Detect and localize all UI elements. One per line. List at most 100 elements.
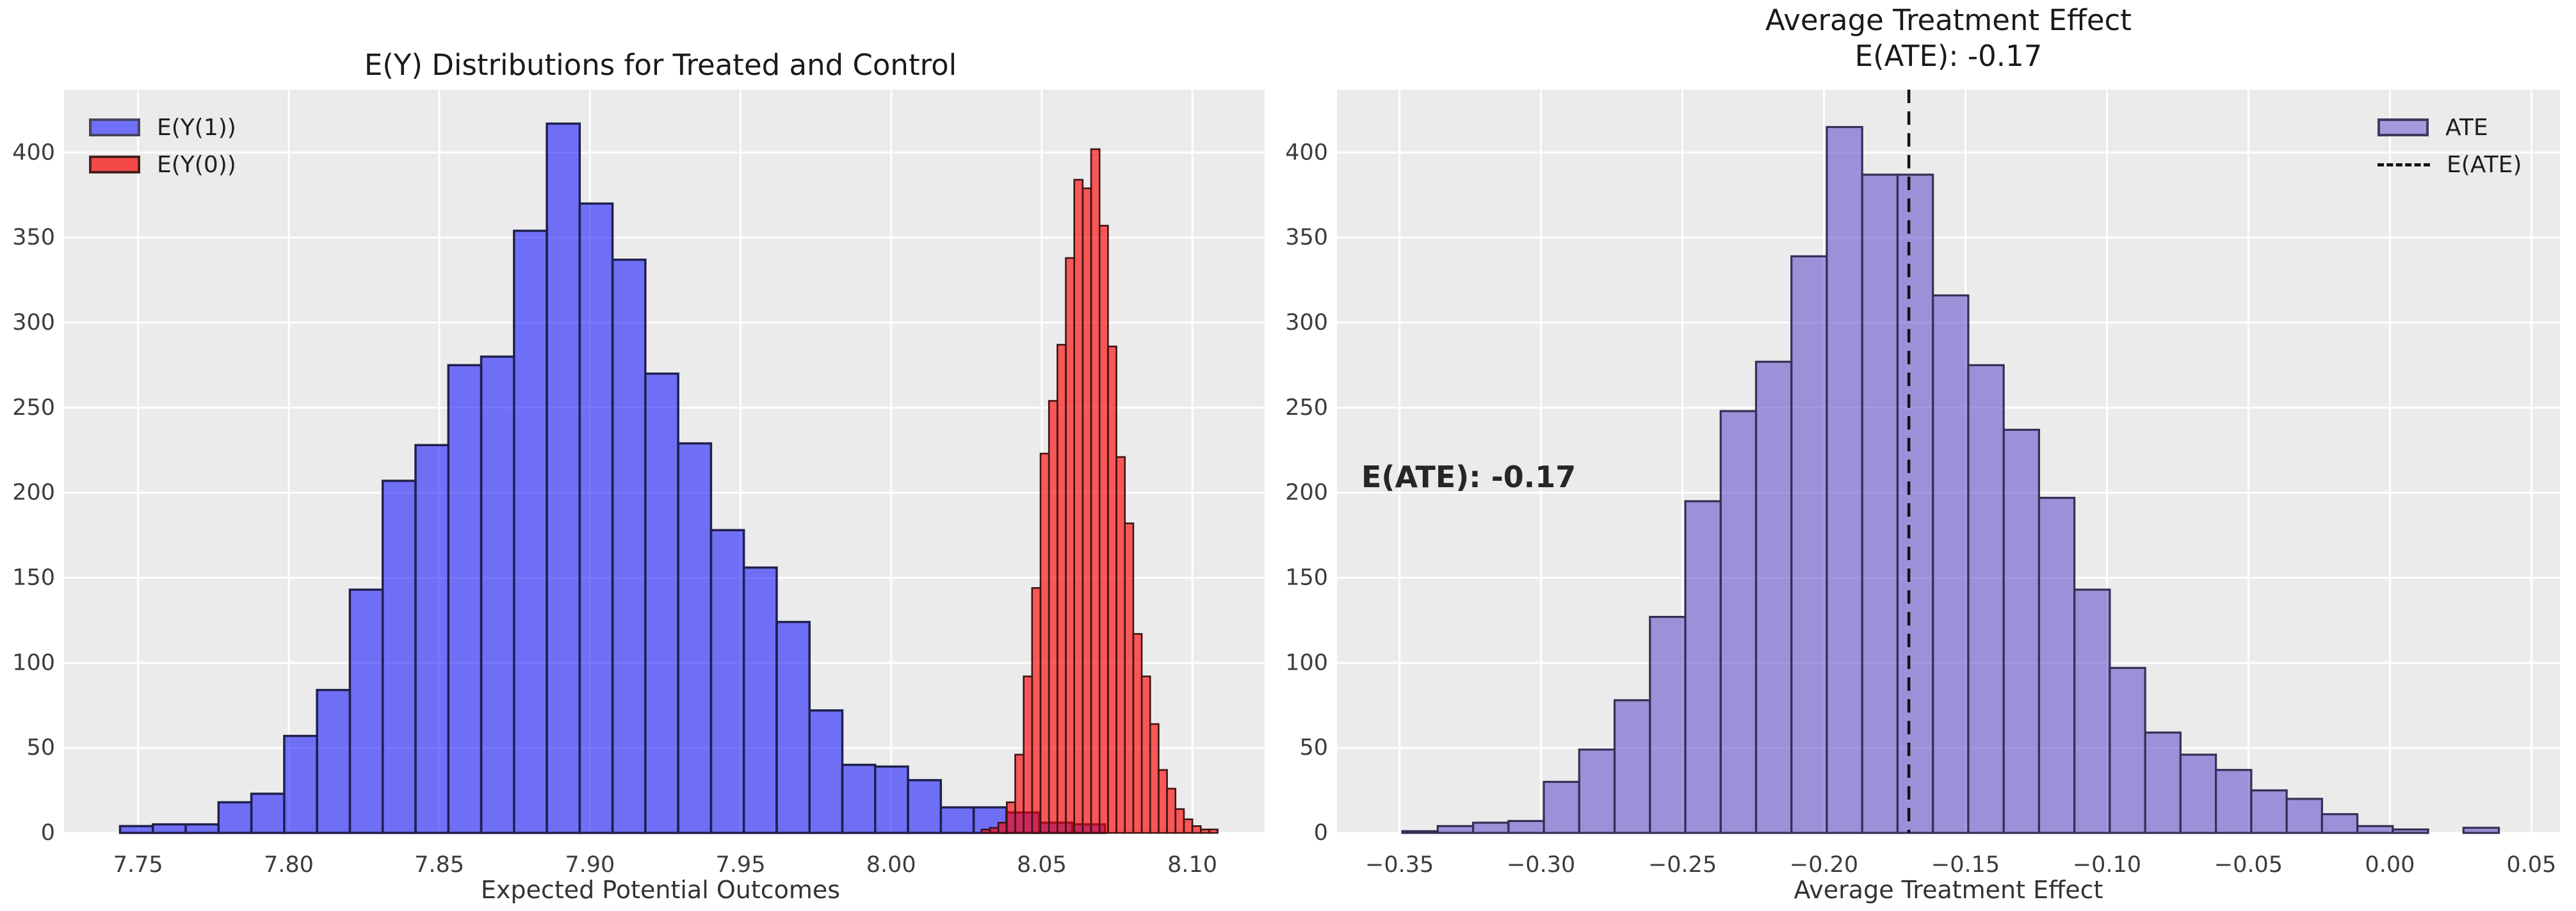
histogram-bar <box>1613 699 1651 834</box>
histogram-bar <box>2073 588 2111 834</box>
histogram-bar <box>2037 497 2076 834</box>
histogram-bar <box>447 364 483 834</box>
histogram-bar <box>2002 428 2041 834</box>
histogram-bar <box>2392 828 2429 834</box>
y-tick-label: 100 <box>1285 650 1328 675</box>
right-chart-title-line1: Average Treatment Effect <box>1765 3 2132 37</box>
histogram-series <box>980 148 1219 834</box>
histogram-bar <box>2321 813 2359 834</box>
x-tick-label: 7.80 <box>264 852 314 878</box>
x-tick-label: 8.05 <box>1017 852 1067 878</box>
histogram-bar <box>907 778 943 834</box>
legend-item-eate: E(ATE) <box>2378 151 2522 178</box>
histogram-bar <box>1507 819 1545 834</box>
y-tick-label: 150 <box>12 565 55 590</box>
y-tick-label: 50 <box>1299 735 1328 761</box>
histogram-bar <box>2285 798 2323 834</box>
legend-label-ate: ATE <box>2445 114 2488 141</box>
x-tick-label: 0.05 <box>2506 852 2556 878</box>
ey0-swatch-icon <box>89 156 140 173</box>
x-tick-label: 7.75 <box>113 852 163 878</box>
y-tick-label: 250 <box>12 395 55 421</box>
x-tick-label: −0.05 <box>2214 852 2283 878</box>
x-tick-label: 7.90 <box>565 852 615 878</box>
histogram-bar <box>1790 255 1828 834</box>
histogram-bar <box>381 480 417 834</box>
right-chart-title: Average Treatment Effect E(ATE): -0.17 <box>1337 3 2560 75</box>
x-tick-label: −0.25 <box>1648 852 1717 878</box>
y-tick-label: 250 <box>1285 395 1328 421</box>
x-tick-label: −0.35 <box>1365 852 1434 878</box>
y-tick-label: 200 <box>1285 480 1328 506</box>
histogram-bar <box>808 709 844 834</box>
histogram-bar <box>1436 825 1475 834</box>
x-tick-label: 8.10 <box>1167 852 1217 878</box>
y-tick-label: 300 <box>1285 310 1328 335</box>
legend-item-ate: ATE <box>2378 114 2522 141</box>
legend-label-ey0: E(Y(0)) <box>157 151 236 178</box>
legend-item-ey0: E(Y(0)) <box>89 151 236 178</box>
histogram-bar <box>1578 748 1616 834</box>
y-tick-label: 350 <box>12 225 55 250</box>
y-tick-label: 350 <box>1285 225 1328 250</box>
histogram-bar <box>1543 780 1580 834</box>
eate-annotation: E(ATE): -0.17 <box>1361 460 1576 494</box>
histogram-bar <box>578 202 614 834</box>
y-tick-label: 50 <box>26 735 55 761</box>
histogram-bar <box>1754 360 1793 834</box>
histogram-bar <box>611 258 647 834</box>
legend-item-ey1: E(Y(1)) <box>89 114 236 141</box>
legend-label-ey1: E(Y(1)) <box>157 114 236 141</box>
right-legend: ATE E(ATE) <box>2378 114 2522 178</box>
y-tick-label: 150 <box>1285 565 1328 590</box>
histogram-bar <box>480 355 515 834</box>
histogram-bar <box>283 734 318 834</box>
legend-label-eate: E(ATE) <box>2447 151 2522 178</box>
histogram-bar <box>217 801 253 834</box>
x-tick-label: 7.85 <box>414 852 464 878</box>
x-tick-label: −0.20 <box>1790 852 1858 878</box>
x-tick-label: −0.15 <box>1931 852 2000 878</box>
histogram-bar <box>1967 364 2005 834</box>
histogram-bar <box>1208 828 1219 834</box>
histogram-bar <box>1932 294 1970 834</box>
histogram-bar <box>2215 769 2253 834</box>
x-tick-label: −0.10 <box>2073 852 2141 878</box>
y-tick-label: 100 <box>12 650 55 675</box>
y-tick-label: 200 <box>12 480 55 506</box>
histogram-bar <box>414 444 450 834</box>
histogram-bar <box>2250 789 2288 834</box>
y-tick-label: 400 <box>12 140 55 165</box>
histogram-bar <box>316 689 352 834</box>
y-tick-label: 0 <box>41 820 55 846</box>
histogram-bar <box>1649 615 1687 834</box>
histogram-bar <box>2179 754 2217 834</box>
histogram-bar <box>2144 731 2182 834</box>
histogram-bar <box>1401 830 1439 834</box>
histogram-bar <box>2462 826 2500 834</box>
ey1-swatch-icon <box>89 118 140 136</box>
left-x-axis-label: Expected Potential Outcomes <box>480 876 841 904</box>
dashed-line-icon <box>2378 163 2430 166</box>
histogram-bar <box>1719 410 1758 834</box>
histogram-bar <box>1896 173 1934 834</box>
histogram-bar <box>1471 821 1510 834</box>
left-chart-title: E(Y) Distributions for Treated and Contr… <box>364 48 957 82</box>
x-tick-label: −0.30 <box>1507 852 1575 878</box>
histogram-bar <box>1861 173 1899 834</box>
x-tick-label: 8.00 <box>866 852 916 878</box>
histogram-bar <box>874 765 909 834</box>
histogram-bar <box>348 588 384 834</box>
x-tick-label: 7.95 <box>716 852 766 878</box>
y-tick-label: 400 <box>1285 140 1328 165</box>
histogram-bar <box>2109 666 2146 834</box>
ate-swatch-icon <box>2378 118 2429 136</box>
y-tick-label: 300 <box>12 310 55 335</box>
right-x-axis-label: Average Treatment Effect <box>1794 876 2103 904</box>
right-chart-title-line2: E(ATE): -0.17 <box>1854 39 2043 74</box>
left-legend: E(Y(1)) E(Y(0)) <box>89 114 236 178</box>
x-tick-label: 0.00 <box>2365 852 2415 878</box>
